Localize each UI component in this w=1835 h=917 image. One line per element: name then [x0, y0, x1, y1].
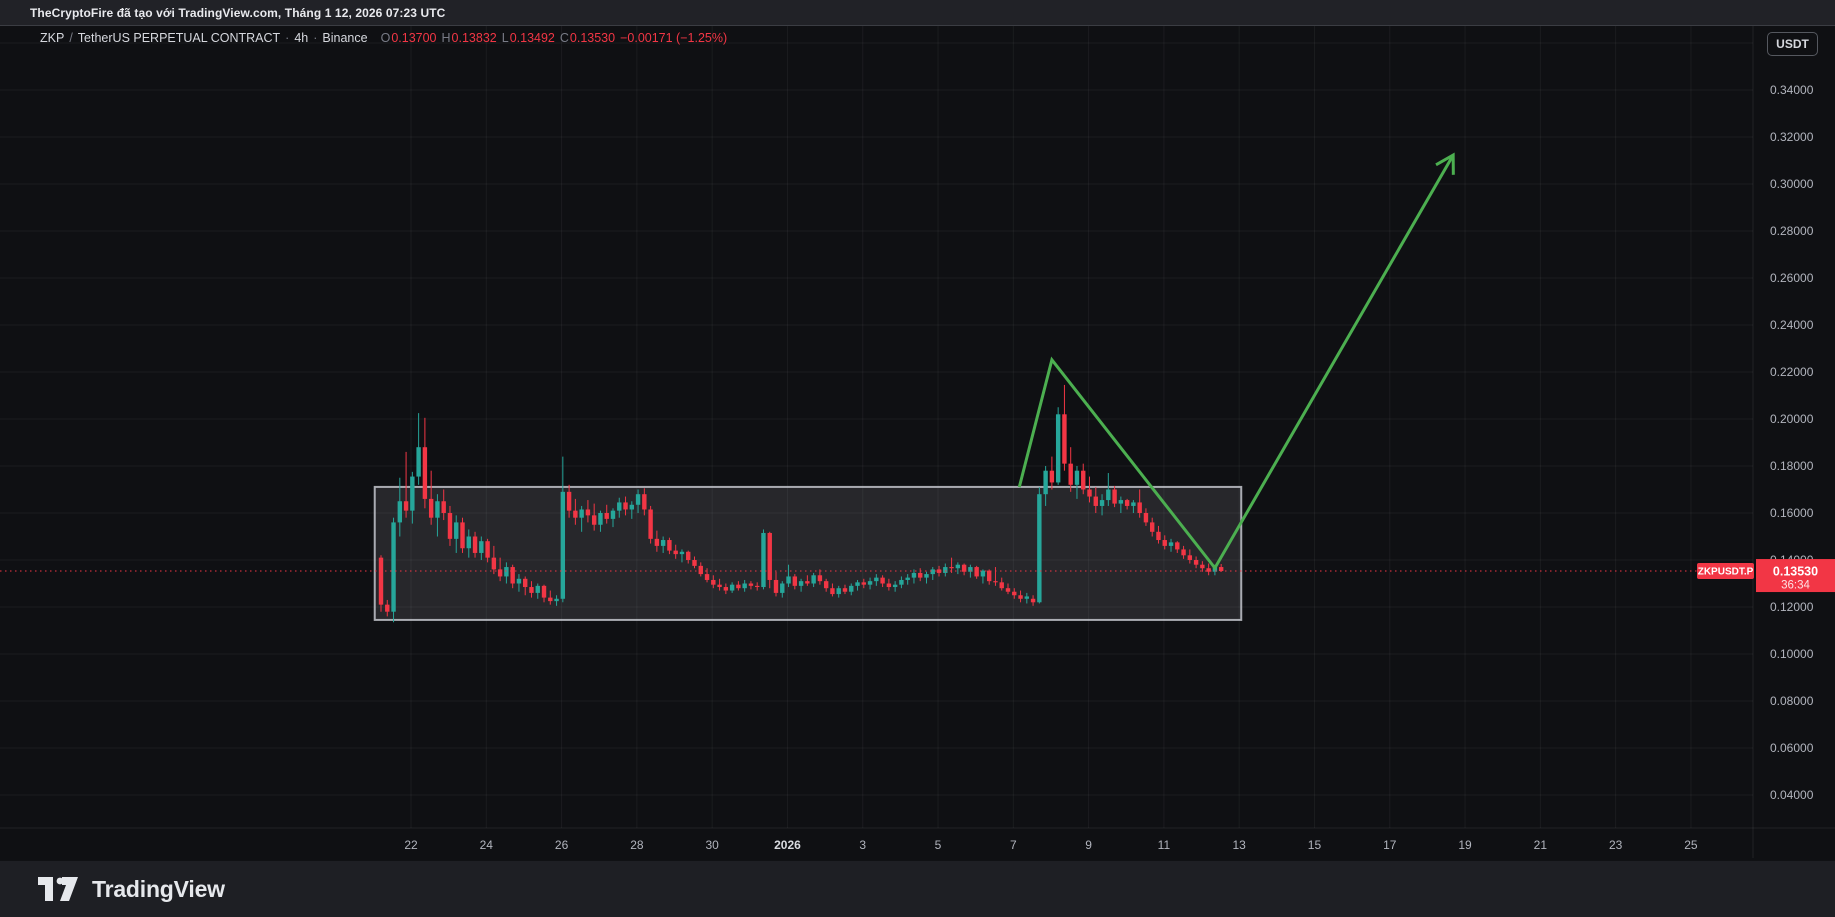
- grid-layer: [0, 25, 1753, 828]
- legend-dot-1: ·: [285, 31, 290, 45]
- ohlc-high: H0.13832: [441, 31, 497, 45]
- change-value: −0.00171 (−1.25%): [620, 31, 728, 45]
- svg-text:0.26000: 0.26000: [1770, 271, 1814, 285]
- close-value: 0.13530: [569, 31, 616, 45]
- ohlc-close: C0.13530: [559, 31, 616, 45]
- svg-text:22: 22: [404, 838, 418, 852]
- brand-name: TradingView: [92, 875, 225, 902]
- svg-text:0.10000: 0.10000: [1770, 647, 1814, 661]
- currency-toggle-button[interactable]: USDT: [1767, 32, 1818, 56]
- svg-text:0.06000: 0.06000: [1770, 741, 1814, 755]
- svg-text:0.34000: 0.34000: [1770, 83, 1814, 97]
- high-value: 0.13832: [451, 31, 497, 45]
- candles-layer: [378, 384, 1224, 623]
- svg-text:30: 30: [705, 838, 719, 852]
- svg-text:0.13530: 0.13530: [1773, 565, 1818, 579]
- svg-text:7: 7: [1010, 838, 1017, 852]
- symbol-legend: ZKP / TetherUS PERPETUAL CONTRACT · 4h ·…: [40, 31, 727, 45]
- svg-text:0.28000: 0.28000: [1770, 224, 1814, 238]
- svg-text:0.18000: 0.18000: [1770, 459, 1814, 473]
- tradingview-logo: [38, 877, 78, 901]
- svg-text:0.04000: 0.04000: [1770, 788, 1814, 802]
- svg-text:2026: 2026: [774, 838, 801, 852]
- symbol-ticker[interactable]: ZKP: [40, 31, 65, 45]
- legend-slash: /: [69, 31, 73, 45]
- open-value: 0.13700: [391, 31, 437, 45]
- svg-text:25: 25: [1684, 838, 1698, 852]
- svg-text:0.30000: 0.30000: [1770, 177, 1814, 191]
- price-axis[interactable]: 0.34000 0.32000 0.30000 0.28000 0.26000 0.240…: [1770, 83, 1814, 802]
- svg-text:19: 19: [1458, 838, 1472, 852]
- svg-text:28: 28: [630, 838, 644, 852]
- svg-text:24: 24: [480, 838, 494, 852]
- svg-text:0.22000: 0.22000: [1770, 365, 1814, 379]
- ohlc-open: O0.13700: [380, 31, 437, 45]
- svg-text:9: 9: [1085, 838, 1092, 852]
- svg-text:5: 5: [935, 838, 942, 852]
- svg-text:0.12000: 0.12000: [1770, 600, 1814, 614]
- svg-text:0.08000: 0.08000: [1770, 694, 1814, 708]
- svg-text:36:34: 36:34: [1781, 580, 1810, 592]
- low-value: 0.13492: [509, 31, 555, 45]
- time-axis[interactable]: 22 24 26 28 30 2026 3 5 7 9 11 13 15 17 19 21 23 25: [404, 838, 1698, 852]
- svg-text:13: 13: [1233, 838, 1247, 852]
- svg-text:3: 3: [859, 838, 866, 852]
- symbol-market[interactable]: TetherUS PERPETUAL CONTRACT: [77, 31, 281, 45]
- exchange-label[interactable]: Binance: [322, 31, 368, 45]
- range-box-layer[interactable]: [373, 485, 1243, 621]
- svg-text:17: 17: [1383, 838, 1397, 852]
- svg-text:0.32000: 0.32000: [1770, 130, 1814, 144]
- attribution-text: TheCryptoFire đã tạo với TradingView.com…: [30, 5, 446, 20]
- svg-text:11: 11: [1158, 838, 1171, 852]
- svg-text:ZKPUSDT.P: ZKPUSDT.P: [1698, 567, 1754, 578]
- svg-text:23: 23: [1609, 838, 1623, 852]
- svg-text:0.16000: 0.16000: [1770, 506, 1814, 520]
- svg-text:26: 26: [555, 838, 569, 852]
- svg-text:15: 15: [1308, 838, 1322, 852]
- trend-arrow-layer[interactable]: [1017, 152, 1455, 571]
- svg-text:21: 21: [1534, 838, 1548, 852]
- separators-layer: [0, 25, 1835, 858]
- svg-text:0.24000: 0.24000: [1770, 318, 1814, 332]
- ohlc-low: L0.13492: [501, 31, 555, 45]
- brand-bar[interactable]: TradingView: [0, 860, 1835, 917]
- interval-label[interactable]: 4h: [294, 31, 309, 45]
- legend-dot-2: ·: [313, 31, 318, 45]
- svg-text:0.20000: 0.20000: [1770, 412, 1814, 426]
- attribution-bar: TheCryptoFire đã tạo với TradingView.com…: [0, 0, 1835, 26]
